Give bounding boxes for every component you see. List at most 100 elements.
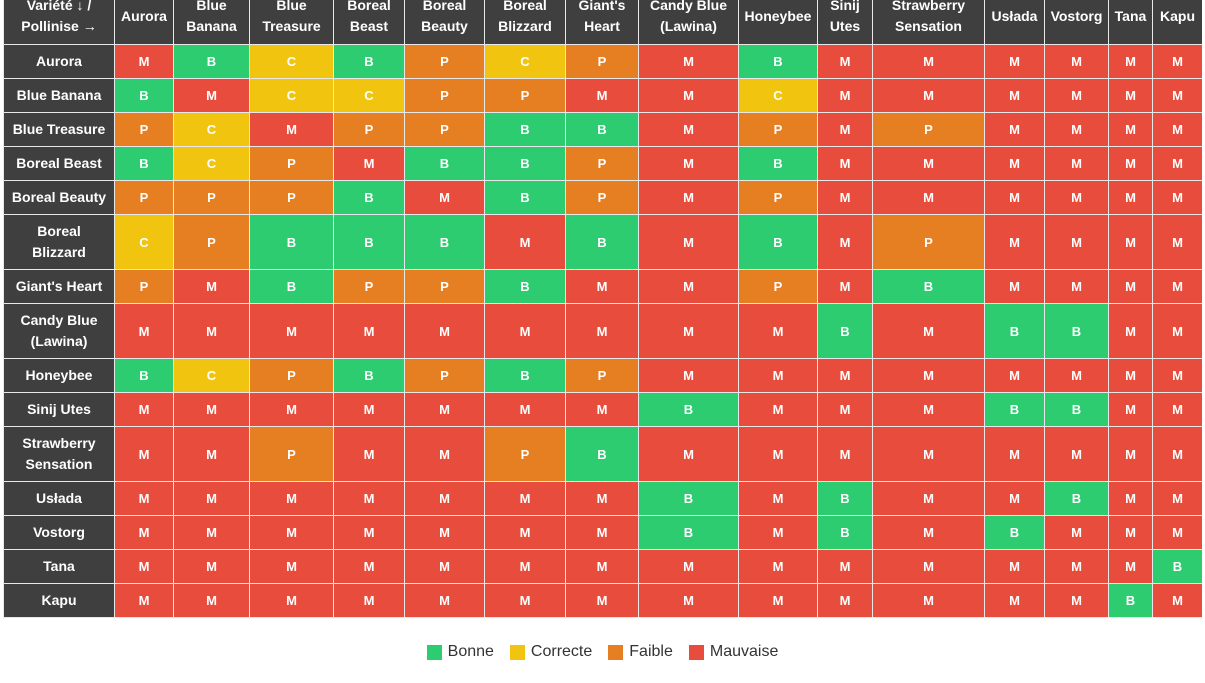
row-header-line-1: Honeybee xyxy=(25,367,93,383)
column-header-line-1: Strawberry xyxy=(891,0,966,13)
column-header-line-2: Treasure xyxy=(262,18,321,34)
column-header-line-2: Beauty xyxy=(421,18,468,34)
compatibility-cell: P xyxy=(173,180,250,215)
table-row: Boreal Beauty P P P B M B P M P M M M M M M xyxy=(3,180,1202,215)
legend-label: Bonne xyxy=(447,643,494,660)
compatibility-cell: M xyxy=(1152,481,1202,516)
row-header: Usłada xyxy=(3,481,115,516)
compatibility-cell: B xyxy=(484,112,566,147)
compatibility-cell: B xyxy=(404,214,485,270)
compatibility-cell: M xyxy=(984,44,1045,79)
column-header: Strawberry Sensation xyxy=(872,0,985,45)
column-header-line-1: Blue xyxy=(196,0,227,13)
compatibility-cell: C xyxy=(173,112,250,147)
compatibility-cell: M xyxy=(484,583,566,618)
compatibility-cell: M xyxy=(817,214,873,270)
compatibility-cell: B xyxy=(484,146,566,181)
row-header: Tana xyxy=(3,549,115,584)
column-header: Giant's Heart xyxy=(565,0,639,45)
compatibility-cell: M xyxy=(1152,358,1202,393)
column-header: Blue Treasure xyxy=(249,0,334,45)
compatibility-cell: M xyxy=(114,303,174,359)
compatibility-cell: M xyxy=(173,392,250,427)
compatibility-cell: M xyxy=(817,392,873,427)
legend-item: Bonne xyxy=(426,643,494,661)
table-row: Vostorg M M M M M M M B M B M B M M M xyxy=(3,515,1202,550)
column-header-line-2: Blizzard xyxy=(498,18,552,34)
compatibility-cell: M xyxy=(484,214,566,270)
table-row: Boreal Blizzard C P B B B M B M B M P M M M M xyxy=(3,214,1202,270)
compatibility-cell: M xyxy=(333,515,405,550)
compatibility-cell: M xyxy=(404,583,485,618)
compatibility-cell: P xyxy=(249,180,334,215)
compatibility-cell: M xyxy=(984,583,1045,618)
column-header-line-2: Sensation xyxy=(895,18,962,34)
compatibility-cell: P xyxy=(404,78,485,113)
compatibility-cell: M xyxy=(565,515,639,550)
compatibility-cell: M xyxy=(1152,214,1202,270)
compatibility-cell: M xyxy=(404,392,485,427)
compatibility-cell: M xyxy=(333,146,405,181)
compatibility-cell: P xyxy=(114,112,174,147)
compatibility-cell: M xyxy=(114,44,174,79)
compatibility-cell: M xyxy=(1044,358,1109,393)
compatibility-cell: B xyxy=(173,44,250,79)
compatibility-cell: M xyxy=(984,78,1045,113)
column-header: Usłada xyxy=(984,0,1045,45)
table-header-row: Variété ↓ / Pollinise → Aurora Blue Banana… xyxy=(3,0,1202,45)
compatibility-cell: P xyxy=(872,112,985,147)
compatibility-cell: M xyxy=(114,549,174,584)
compatibility-cell: B xyxy=(565,426,639,482)
compatibility-cell: P xyxy=(565,180,639,215)
compatibility-cell: M xyxy=(484,549,566,584)
legend-swatch xyxy=(509,644,525,660)
compatibility-cell: B xyxy=(249,214,334,270)
compatibility-cell: M xyxy=(1044,180,1109,215)
compatibility-cell: M xyxy=(565,303,639,359)
compatibility-cell: M xyxy=(1044,112,1109,147)
compatibility-cell: M xyxy=(249,481,334,516)
compatibility-cell: M xyxy=(1044,515,1109,550)
compatibility-cell: B xyxy=(333,180,405,215)
compatibility-cell: M xyxy=(565,269,639,304)
compatibility-cell: M xyxy=(817,180,873,215)
column-header-line-1: Boreal xyxy=(503,0,547,13)
compatibility-cell: M xyxy=(114,583,174,618)
table-row: Candy Blue (Lawina) M M M M M M M M M B M B B M M xyxy=(3,303,1202,359)
compatibility-cell: M xyxy=(1152,392,1202,427)
compatibility-cell: M xyxy=(333,426,405,482)
table-row: Giant's Heart P M B P P B M M P M B M M M M xyxy=(3,269,1202,304)
row-header-line-1: Blue Treasure xyxy=(12,121,106,137)
row-header-line-2: Sensation xyxy=(25,456,93,472)
legend-swatch xyxy=(426,644,442,660)
column-header-line-2: Banana xyxy=(186,18,237,34)
column-header-line-1: Kapu xyxy=(1160,7,1195,24)
compatibility-cell: B xyxy=(872,269,985,304)
compatibility-cell: M xyxy=(1152,44,1202,79)
compatibility-cell: M xyxy=(984,180,1045,215)
column-header-line-1: Sinij xyxy=(830,0,860,13)
table-row: Boreal Beast B C P M B B P M B M M M M M M xyxy=(3,146,1202,181)
column-header-line-2: Heart xyxy=(584,18,620,34)
compatibility-cell: M xyxy=(872,146,985,181)
compatibility-cell: B xyxy=(484,269,566,304)
column-header: Honeybee xyxy=(738,0,818,45)
compatibility-cell: M xyxy=(817,112,873,147)
corner-header: Variété ↓ / Pollinise → xyxy=(3,0,115,45)
compatibility-cell: P xyxy=(738,269,818,304)
row-header-line-1: Candy Blue xyxy=(20,312,98,328)
compatibility-cell: B xyxy=(484,358,566,393)
row-header: Vostorg xyxy=(3,515,115,550)
row-header: Blue Banana xyxy=(3,78,115,113)
compatibility-cell: P xyxy=(249,146,334,181)
compatibility-cell: M xyxy=(872,426,985,482)
column-header: Blue Banana xyxy=(173,0,250,45)
column-header: Aurora xyxy=(114,0,174,45)
compatibility-cell: M xyxy=(1152,78,1202,113)
compatibility-cell: B xyxy=(565,112,639,147)
legend-label: Correcte xyxy=(530,643,593,660)
compatibility-cell: P xyxy=(114,269,174,304)
compatibility-cell: B xyxy=(1044,392,1109,427)
compatibility-cell: P xyxy=(565,44,639,79)
column-header: Boreal Beauty xyxy=(404,0,485,45)
